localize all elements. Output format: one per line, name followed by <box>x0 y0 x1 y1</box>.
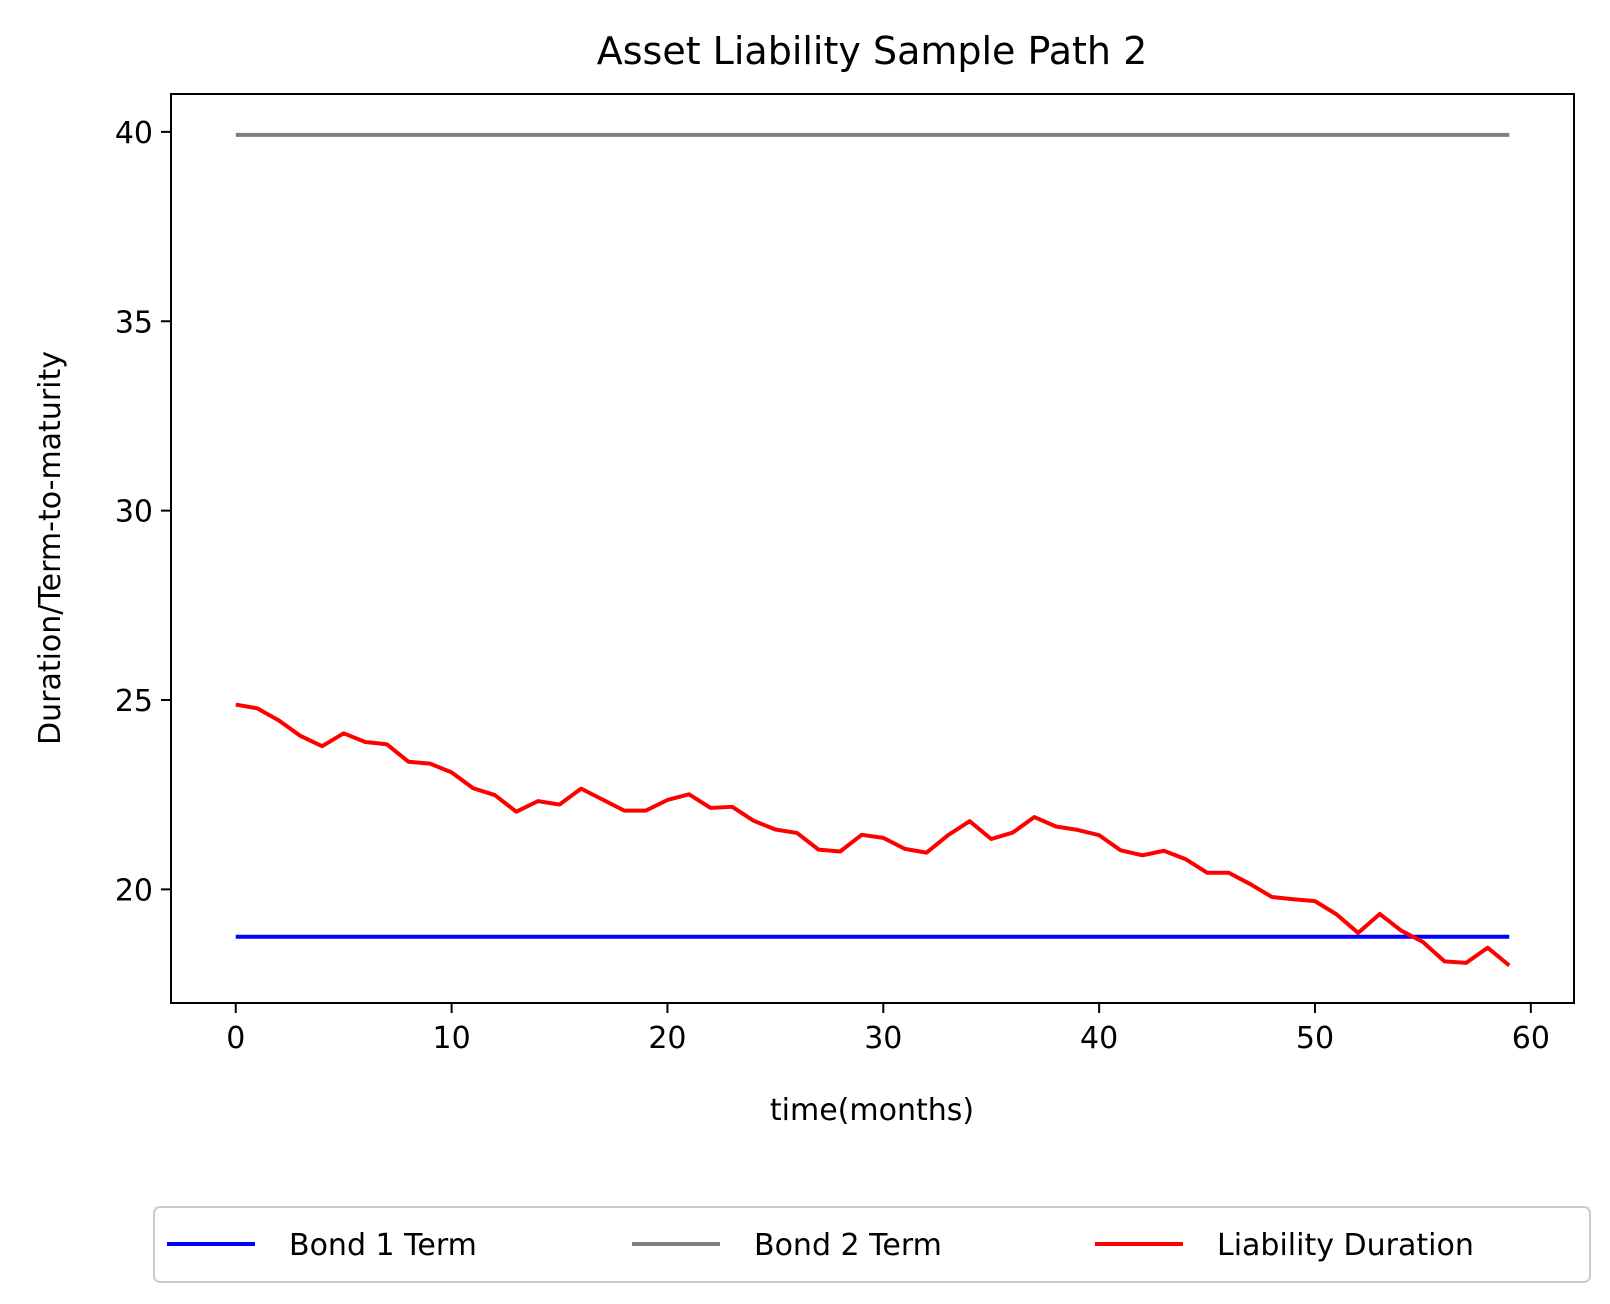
chart-title: Asset Liability Sample Path 2 <box>597 29 1148 73</box>
x-tick-label: 0 <box>226 1021 245 1056</box>
plot-area-frame <box>170 93 1575 1004</box>
series-line-liability-duration <box>235 702 1511 968</box>
y-tick-label: 20 <box>115 873 153 908</box>
x-tick-label: 40 <box>1080 1021 1118 1056</box>
x-axis-label: time(months) <box>770 1093 974 1128</box>
y-tick-label: 35 <box>115 305 153 340</box>
x-tick-label: 50 <box>1296 1021 1334 1056</box>
x-tick-label: 60 <box>1512 1021 1550 1056</box>
legend: Bond 1 Term Bond 2 Term Liability Duration <box>153 1206 1591 1283</box>
series-layer <box>235 132 1511 968</box>
y-tick-label: 25 <box>115 684 153 719</box>
y-axis-ticks: 20 25 30 35 40 <box>115 116 171 908</box>
y-tick-label: 40 <box>115 116 153 151</box>
legend-label-bond-1-term: Bond 1 Term <box>289 1228 477 1263</box>
legend-label-bond-2-term: Bond 2 Term <box>754 1228 942 1263</box>
x-tick-label: 20 <box>648 1021 686 1056</box>
y-tick-label: 30 <box>115 495 153 530</box>
x-axis-ticks: 0 10 20 30 40 50 60 <box>226 1003 1550 1056</box>
x-tick-label: 30 <box>864 1021 902 1056</box>
legend-label-liability-duration: Liability Duration <box>1217 1228 1474 1263</box>
y-axis-label: Duration/Term-to-maturity <box>33 351 68 745</box>
x-tick-label: 10 <box>433 1021 471 1056</box>
legend-box <box>153 1206 1591 1283</box>
